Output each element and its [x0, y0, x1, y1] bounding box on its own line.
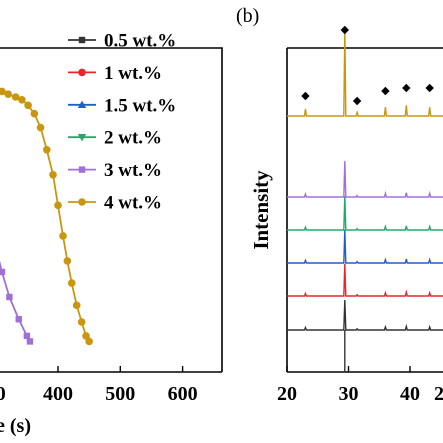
data-point — [85, 337, 93, 346]
diamond-marker — [352, 96, 362, 106]
panel-a-x-tick-label: 400 — [43, 383, 73, 405]
data-point — [67, 279, 76, 287]
legend-entry: 1.5 wt.% — [104, 95, 176, 116]
diamond-marker — [425, 83, 434, 93]
data-point — [0, 268, 6, 276]
panel-a-series — [0, 87, 93, 346]
legend-entry: 0.5 wt.% — [104, 31, 176, 52]
data-point — [49, 170, 57, 179]
panel-a-x-axis-label: e (s) — [0, 415, 31, 437]
panel-a-frame — [0, 47, 223, 372]
xrd-pattern — [287, 195, 443, 231]
series-line — [0, 260, 31, 342]
data-point — [15, 316, 22, 323]
diamond-marker — [340, 25, 350, 35]
data-point — [4, 90, 12, 99]
xrd-pattern — [287, 27, 443, 117]
legend-entry: 2 wt.% — [104, 128, 162, 149]
panel-a-x-tick-label: 00 — [0, 383, 6, 405]
legend-marker — [77, 100, 87, 108]
legend-marker — [78, 36, 86, 44]
legend-marker — [78, 198, 86, 206]
panel-b-x-tick-label: 30 — [339, 383, 359, 405]
xrd-pattern — [287, 299, 443, 331]
diamond-marker — [301, 91, 310, 101]
panel-b-y-axis-label: Intensity — [249, 170, 273, 250]
diamond-marker — [381, 86, 390, 96]
data-point — [77, 318, 86, 326]
data-point — [24, 101, 32, 110]
legend-entry: 4 wt.% — [104, 193, 162, 214]
data-point — [18, 95, 26, 104]
diamond-marker — [402, 83, 411, 93]
panel-b-x-tick-label: 40 — [400, 383, 420, 405]
data-point — [11, 93, 20, 101]
data-point — [23, 332, 31, 340]
panel-b-ticks: 20 30 40 2 — [277, 366, 443, 405]
panel-a-x-tick-label: 500 — [105, 383, 135, 405]
legend-marker — [78, 68, 86, 77]
data-point — [59, 232, 67, 240]
data-point — [30, 109, 39, 118]
legend-marker — [77, 134, 87, 142]
panel-a-ticks: 00 400 500 600 — [0, 366, 198, 405]
legend-marker — [78, 166, 86, 173]
data-point — [0, 87, 6, 96]
data-point — [54, 201, 62, 210]
data-point — [72, 301, 81, 310]
data-point — [6, 293, 13, 301]
panel-a: 00 400 500 600 0.5 wt.% 1 wt.% 1.5 wt.% 2 wt.%… — [0, 31, 223, 437]
legend-entry: 1 wt.% — [104, 63, 162, 84]
panel-a-x-tick-label: 600 — [168, 383, 198, 405]
panel-b-x-tick-label: 20 — [277, 383, 297, 405]
data-point — [42, 145, 51, 154]
data-point — [26, 338, 34, 345]
xrd-pattern — [287, 229, 443, 264]
data-point — [63, 257, 72, 265]
legend-entry: 3 wt.% — [104, 160, 162, 181]
data-point — [36, 123, 45, 132]
panel-b-label: (b) — [236, 5, 259, 27]
data-point — [82, 332, 90, 340]
panel-a-legend: 0.5 wt.% 1 wt.% 1.5 wt.% 2 wt.% 3 wt.% 4 wt.% — [68, 31, 176, 214]
xrd-pattern — [287, 160, 443, 198]
panel-b: (b) Intensity 20 30 40 2 — [236, 5, 443, 405]
panel-b-patterns — [287, 27, 443, 372]
xrd-pattern — [287, 263, 443, 297]
panel-b-x-tick-label-partial: 2 — [434, 383, 443, 405]
panel-b-diamond-markers — [301, 25, 434, 106]
